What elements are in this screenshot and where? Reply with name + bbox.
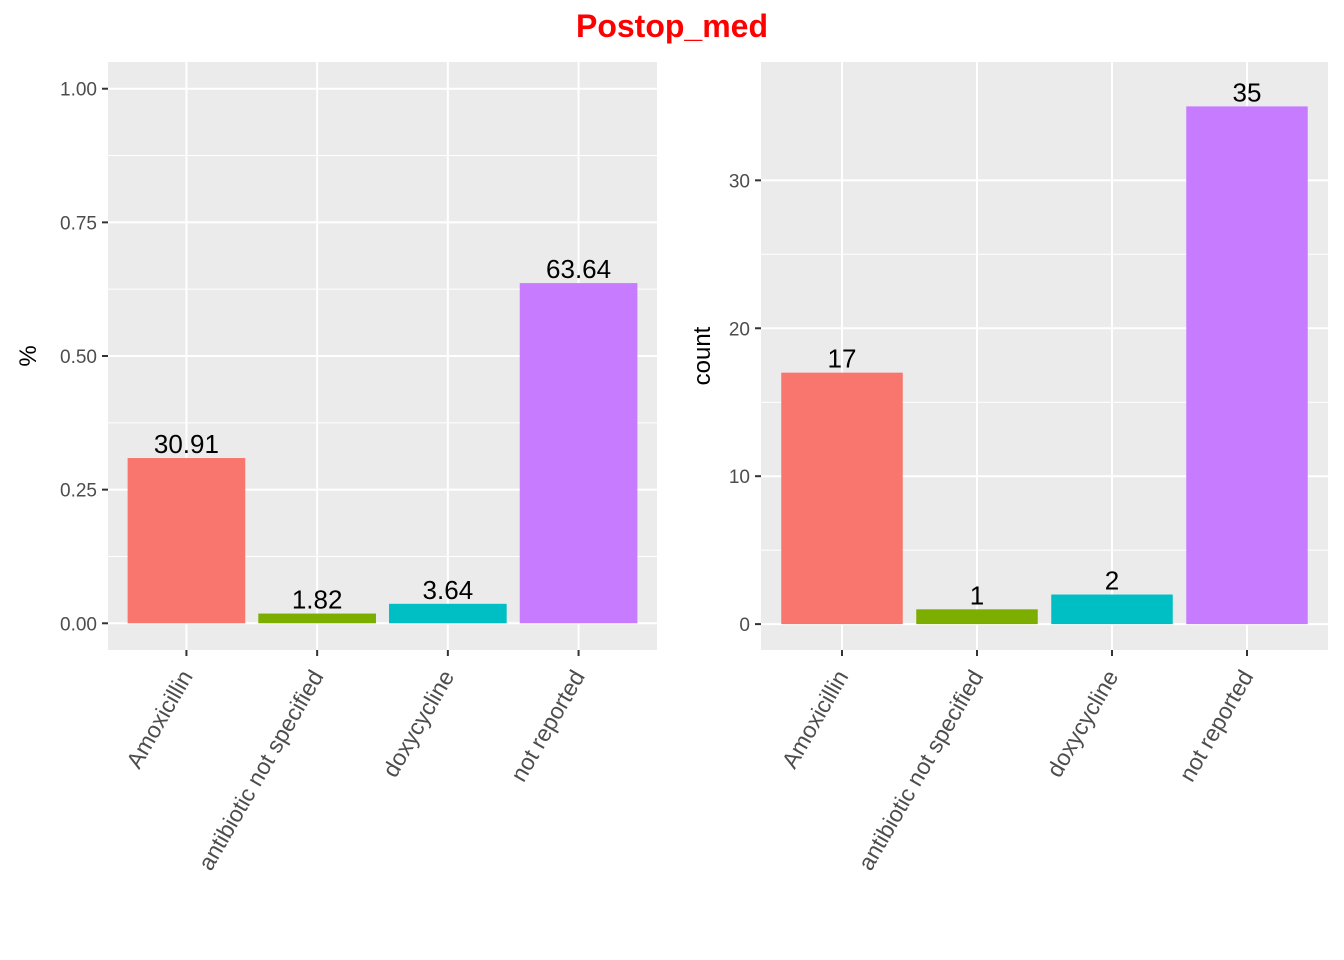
- bar-amoxicillin: [781, 372, 903, 625]
- data-label: 1.82: [292, 585, 343, 615]
- data-label: 3.64: [423, 575, 474, 605]
- y-tick-label: 0.25: [60, 481, 97, 502]
- bar-doxycycline: [1051, 594, 1173, 625]
- count-chart-panel: 0 10 20 30 17 1 2 35 Amoxicillin antibiotic not s…: [689, 62, 1328, 874]
- y-tick-label: 0.75: [60, 213, 97, 234]
- data-label: 17: [828, 344, 857, 374]
- y-tick-label: 0.50: [60, 347, 97, 368]
- x-tick-label: not reported: [505, 666, 590, 786]
- data-label: 35: [1233, 77, 1262, 107]
- y-tick-label: 0: [739, 615, 750, 636]
- bar-antibiotic-not-specified: [916, 609, 1038, 625]
- x-tick-label: Amoxicillin: [121, 666, 198, 773]
- y-tick-label: 20: [729, 319, 750, 340]
- data-label: 30.91: [154, 429, 219, 459]
- percent-chart-panel: 0.00 0.25 0.50 0.75 1.00 30.91 1.82 3.64 63.64 Am…: [15, 62, 657, 874]
- y-tick-label: 1.00: [60, 80, 97, 101]
- figure-title: Postop_med: [576, 8, 768, 44]
- x-tick-label: doxycycline: [377, 666, 459, 782]
- bar-doxycycline: [389, 603, 507, 624]
- x-tick-label: doxycycline: [1041, 666, 1123, 782]
- x-tick-label: antibiotic not specified: [853, 666, 989, 875]
- bar-antibiotic-not-specified: [258, 613, 376, 624]
- bar-not-reported: [519, 283, 638, 624]
- data-label: 63.64: [546, 254, 611, 284]
- data-label: 1: [970, 580, 984, 610]
- y-tick-label: 10: [729, 467, 750, 488]
- y-tick-label: 0.00: [60, 614, 97, 635]
- x-tick-label: Amoxicillin: [776, 666, 853, 773]
- y-axis-title: count: [689, 326, 716, 385]
- bar-not-reported: [1186, 106, 1308, 625]
- x-tick-label: antibiotic not specified: [193, 666, 329, 875]
- data-label: 2: [1105, 566, 1119, 596]
- y-axis-title: %: [15, 345, 42, 366]
- x-tick-label: not reported: [1174, 666, 1259, 786]
- bar-amoxicillin: [127, 458, 246, 624]
- y-tick-label: 30: [729, 171, 750, 192]
